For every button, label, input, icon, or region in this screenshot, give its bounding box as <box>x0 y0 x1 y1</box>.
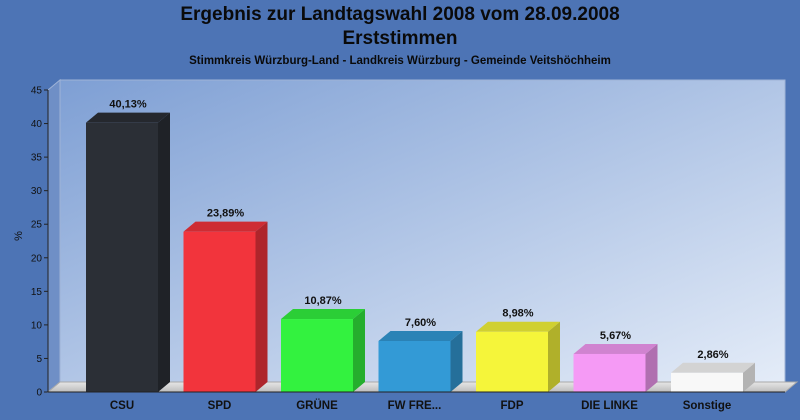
y-tick-label: 45 <box>31 86 43 97</box>
y-tick-label: 35 <box>31 153 43 164</box>
x-axis: CSU SPD GRÜNE FW FRE... FDP DIE LINKE Sonstige <box>48 391 785 412</box>
y-tick-label: 5 <box>36 354 42 365</box>
plot-side-wall <box>47 78 61 394</box>
x-tick-label: FDP <box>501 400 524 412</box>
bar-gr-ne: 10,87% <box>281 295 365 392</box>
bar-side <box>548 321 560 392</box>
bar-sonstige: 2,86% <box>671 349 755 392</box>
bar-top <box>573 343 658 354</box>
y-axis-label: % <box>13 231 25 241</box>
bar-front <box>86 122 158 393</box>
data-label: 7,60% <box>405 317 436 329</box>
y-tick-label: 30 <box>31 186 43 197</box>
data-label: 2,86% <box>697 349 728 361</box>
bar-front <box>573 353 646 392</box>
bar-fw-fre-: 7,60% <box>378 317 463 392</box>
bar-fdp: 8,98% <box>476 308 560 392</box>
data-label: 40,13% <box>109 99 147 111</box>
chart-subtitle: Erststimmen <box>342 28 458 49</box>
bar-die-linke: 5,67% <box>573 330 658 392</box>
bars: 40,13% 23,89% 10,87% 7,60% 8,98% 5,67% 2,86% <box>86 99 755 393</box>
bar-side <box>450 330 463 392</box>
chart-caption: Stimmkreis Würzburg-Land - Landkreis Wür… <box>189 55 611 67</box>
data-label: 5,67% <box>600 330 631 342</box>
x-tick-label: Sonstige <box>683 400 732 412</box>
x-tick-label: SPD <box>208 400 232 412</box>
bar-front <box>476 331 548 392</box>
y-tick-label: 15 <box>31 287 43 298</box>
data-label: 23,89% <box>207 208 245 220</box>
data-label: 8,98% <box>502 308 533 320</box>
bar-front <box>183 231 256 392</box>
bar-side <box>255 221 268 392</box>
bar-top <box>476 321 560 332</box>
bar-side <box>743 362 755 392</box>
bar-side <box>353 309 365 392</box>
x-tick-label: DIE LINKE <box>581 400 638 412</box>
bar-side <box>645 343 658 392</box>
y-tick-label: 20 <box>31 253 43 264</box>
y-tick-label: 10 <box>31 320 43 331</box>
bar-side <box>158 112 170 393</box>
x-tick-label: FW FRE... <box>388 400 442 412</box>
bar-front <box>378 340 451 392</box>
bar-top <box>86 112 170 123</box>
y-tick-label: 0 <box>36 388 42 399</box>
data-label: 10,87% <box>304 295 342 307</box>
bar-top <box>281 309 365 320</box>
bar-spd: 23,89% <box>183 208 268 392</box>
bar-front <box>671 372 743 392</box>
x-tick-label: GRÜNE <box>296 399 338 412</box>
y-axis: 0 5 10 15 20 25 30 35 40 45% <box>13 86 49 399</box>
chart-title: Ergebnis zur Landtagswahl 2008 vom 28.09… <box>180 4 620 25</box>
y-tick-label: 25 <box>31 220 43 231</box>
bar-csu: 40,13% <box>86 99 170 393</box>
bar-top <box>378 330 463 341</box>
bar-top <box>671 362 755 373</box>
bar-top <box>183 221 268 232</box>
x-tick-label: CSU <box>110 400 134 412</box>
bar-front <box>281 319 353 392</box>
y-tick-label: 40 <box>31 119 43 130</box>
